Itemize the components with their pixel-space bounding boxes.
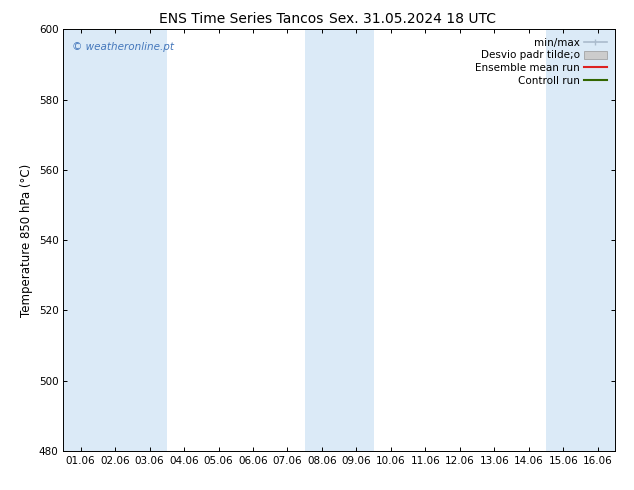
Y-axis label: Temperature 850 hPa (°C): Temperature 850 hPa (°C) xyxy=(20,164,33,317)
Text: Sex. 31.05.2024 18 UTC: Sex. 31.05.2024 18 UTC xyxy=(328,12,496,26)
Legend: min/max, Desvio padr tilde;o, Ensemble mean run, Controll run: min/max, Desvio padr tilde;o, Ensemble m… xyxy=(472,35,610,89)
Bar xyxy=(339,29,373,451)
Bar xyxy=(63,29,98,451)
Bar xyxy=(133,29,167,451)
Bar xyxy=(98,29,133,451)
Bar xyxy=(546,29,581,451)
Bar xyxy=(305,29,339,451)
Text: © weatheronline.pt: © weatheronline.pt xyxy=(72,42,174,52)
Text: ENS Time Series Tancos: ENS Time Series Tancos xyxy=(158,12,323,26)
Bar xyxy=(581,29,615,451)
